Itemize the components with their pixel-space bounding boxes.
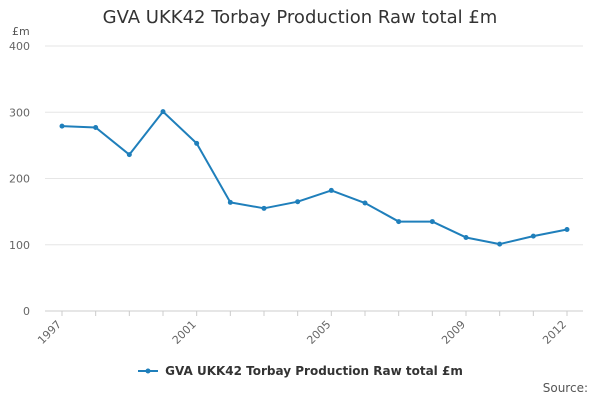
data-point (59, 123, 65, 129)
data-point (396, 219, 402, 225)
x-tick-label: 2005 (304, 318, 333, 347)
y-tick-label: 200 (9, 173, 30, 186)
x-tick-label: 1997 (35, 318, 64, 347)
x-tick-label: 2009 (439, 318, 468, 347)
y-tick-label: 0 (23, 305, 30, 318)
y-tick-label: 100 (9, 239, 30, 252)
source-label: Source: (542, 381, 588, 395)
data-point (530, 233, 536, 239)
y-tick-label: 400 (9, 40, 30, 53)
data-point (227, 199, 233, 205)
legend-series-label: GVA UKK42 Torbay Production Raw total £m (165, 364, 463, 378)
data-point (126, 152, 132, 158)
data-point (93, 124, 99, 130)
data-point (194, 140, 200, 146)
y-tick-label: 300 (9, 106, 30, 119)
data-point (564, 227, 570, 233)
data-point (463, 234, 469, 240)
data-point (261, 205, 267, 211)
x-tick-label: 2001 (170, 318, 199, 347)
data-point (429, 219, 435, 225)
series-line (61, 110, 568, 246)
chart-title: GVA UKK42 Torbay Production Raw total £m (102, 7, 498, 28)
data-point (497, 241, 503, 247)
x-tick-label: 2012 (540, 318, 569, 347)
data-point (295, 199, 301, 205)
data-point (328, 187, 334, 193)
legend[interactable]: GVA UKK42 Torbay Production Raw total £m (0, 364, 600, 378)
y-axis-unit: £m (12, 25, 30, 38)
legend-series-marker (138, 368, 159, 374)
data-point (362, 200, 368, 206)
data-point (160, 109, 166, 115)
